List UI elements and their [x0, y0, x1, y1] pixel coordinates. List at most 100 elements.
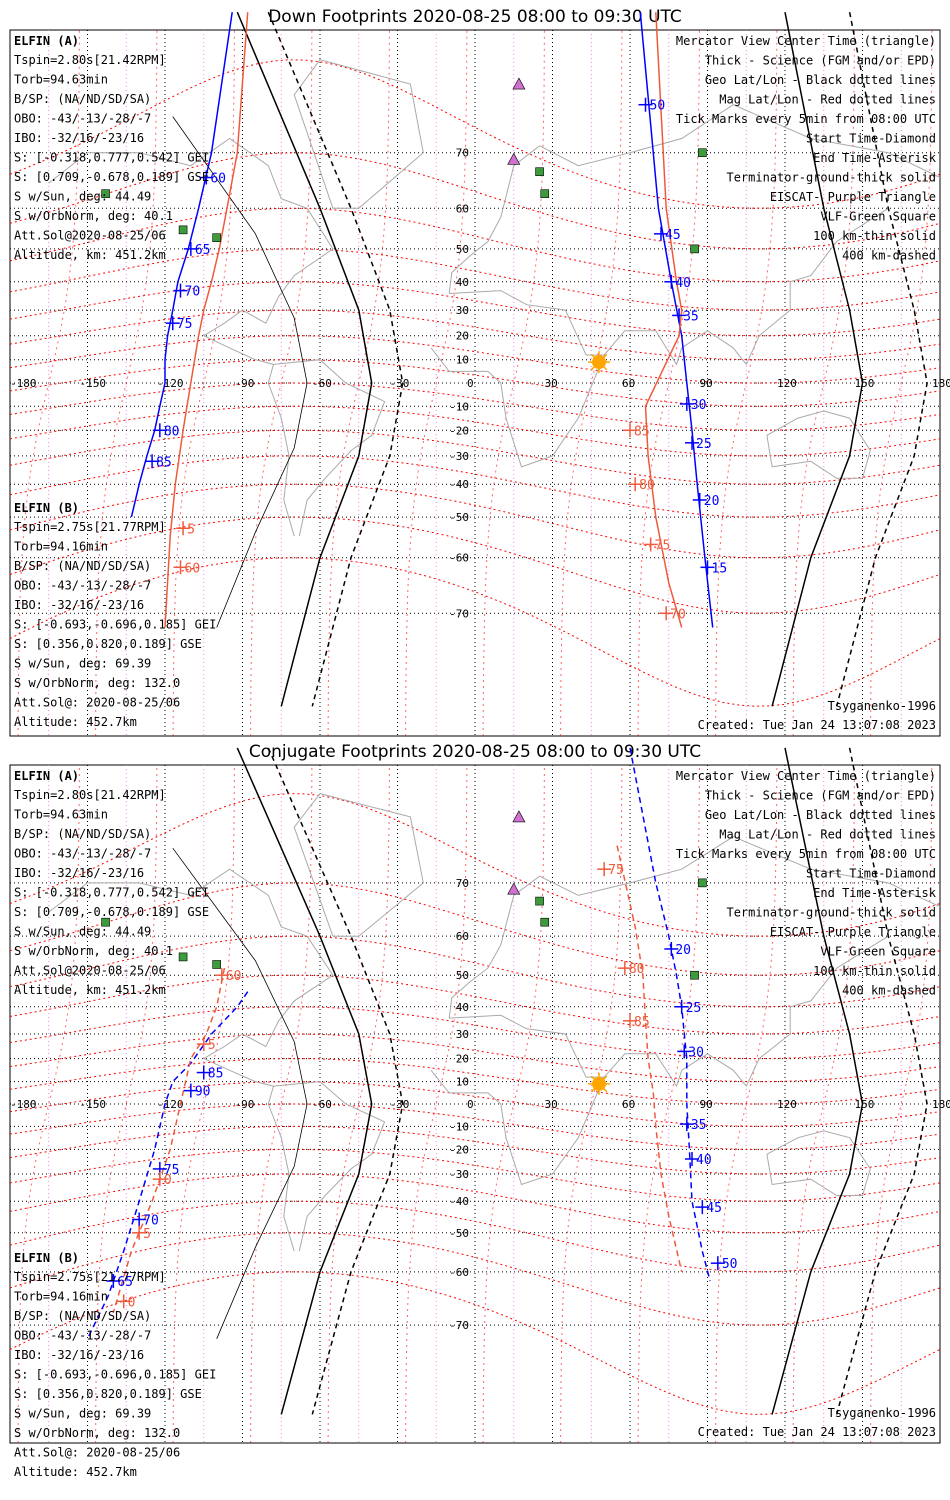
eiscat-triangle: [507, 882, 521, 895]
mag-lat-line: [9, 793, 941, 937]
elfin-a-info-line: Torb=94.63min: [14, 808, 108, 822]
elfin-a-info-line: S: [0.709,-0.678,0.189] GSE: [14, 170, 209, 184]
legend-line: Terminator-ground-thick solid: [726, 171, 936, 185]
legend-line: Tick Marks every 5min from 08:00 UTC: [676, 847, 936, 861]
mag-lat-line: [9, 1200, 941, 1273]
lon-tick-label: 30: [545, 1098, 558, 1111]
elfin-b-tick-label: 60: [226, 969, 242, 984]
elfin-b-tick-label: 85: [634, 424, 650, 439]
terminator-400km: [835, 12, 928, 707]
coastline: [273, 359, 386, 537]
eiscat-triangle: [512, 810, 526, 823]
legend-line: Mag Lat/Lon - Red dotted lines: [719, 93, 936, 107]
lon-tick-label: 0: [467, 377, 474, 390]
legend-line: Mercator View Center Time (triangle): [676, 34, 936, 48]
mag-lon-line: [172, 29, 235, 737]
lat-tick-label: -10: [449, 1120, 469, 1133]
mag-lon-line: [792, 764, 855, 1444]
lat-tick-label: -50: [449, 1227, 469, 1240]
lat-tick-label: -60: [449, 1266, 469, 1279]
elfin-a-label: ELFIN (A): [14, 769, 79, 783]
mag-lon-line: [715, 29, 778, 737]
lon-tick-label: -90: [235, 377, 255, 390]
mag-lon-line: [482, 29, 545, 737]
mag-lon-line: [715, 764, 778, 1444]
lon-tick-label: 150: [855, 1098, 875, 1111]
elfin-b-info-line: Altitude: 452.7km: [14, 715, 137, 729]
mag-lat-line: [9, 309, 941, 361]
vlf-square: [212, 960, 221, 969]
elfin-b-label: ELFIN (B): [14, 1251, 79, 1265]
elfin-a-tick-label: 90: [195, 1085, 211, 1100]
elfin-a-tick-label: 65: [117, 1275, 133, 1290]
elfin-b-info-line: Tspin=2.75s[21.77RPM]: [14, 520, 166, 534]
elfin-a-track: [130, 12, 233, 518]
lat-tick-label: -40: [449, 478, 469, 491]
lon-tick-label: 90: [700, 377, 713, 390]
elfin-b-tick-label: 5: [143, 1227, 151, 1242]
mag-lat-line: [9, 152, 941, 250]
lon-tick-label: 60: [622, 377, 635, 390]
mag-lat-line: [9, 405, 941, 457]
legend-line: VLF-Green Square: [820, 945, 936, 959]
lat-tick-label: 50: [456, 243, 469, 256]
legend-line: Thick - Science (FGM and/or EPD): [705, 789, 936, 803]
lat-tick-label: 10: [456, 354, 469, 367]
coastline: [430, 1014, 605, 1186]
terminator-ground: [236, 747, 373, 1415]
mag-lon-line: [250, 764, 313, 1444]
mag-lon-line: [560, 29, 623, 737]
mag-lat-line: [9, 1271, 941, 1415]
mag-lat-line: [9, 429, 941, 485]
lat-tick-label: 20: [456, 330, 469, 343]
mag-lat-line: [9, 248, 941, 311]
terminator-400km: [267, 747, 404, 1415]
created-label: Created: Tue Jan 24 13:07:08 2023: [698, 1425, 936, 1439]
mag-lat-line: [9, 974, 941, 1035]
lat-tick-label: 70: [456, 147, 469, 160]
elfin-b-tick-label: 60: [185, 561, 201, 576]
mag-lat-line: [9, 1232, 941, 1326]
legend-line: 100 km-thin solid: [813, 229, 936, 243]
lat-tick-label: -70: [449, 607, 469, 620]
mag-lon-line: [95, 764, 158, 1444]
lon-tick-label: 180: [932, 377, 950, 390]
elfin-a-tick-label: 30: [691, 398, 707, 413]
vlf-square: [540, 917, 550, 927]
mag-lat-line: [9, 1058, 941, 1105]
vlf-square: [178, 952, 188, 962]
elfin-a-tick-label: 50: [650, 99, 666, 114]
elfin-b-info-line: S: [0.356,0.820,0.189] GSE: [14, 637, 202, 651]
lat-tick-label: 70: [456, 877, 469, 890]
vlf-square: [690, 244, 699, 254]
lon-tick-label: 180: [932, 1098, 950, 1111]
vlf-square: [698, 878, 707, 888]
elfin-a-tick-label: 45: [706, 1201, 722, 1216]
mag-lat-line: [9, 882, 941, 976]
lon-tick-label: -180: [10, 1098, 37, 1111]
elfin-a-track: [86, 991, 249, 1340]
legend-line: 400 km-dashed: [842, 984, 936, 998]
mag-lat-line: [9, 1033, 941, 1083]
sun-icon: [592, 355, 606, 370]
elfin-b-info-line: S w/Sun, deg: 69.39: [14, 657, 151, 671]
lat-tick-label: -30: [449, 450, 469, 463]
coastline: [448, 836, 941, 1019]
mag-lat-line: [9, 1103, 941, 1150]
lat-tick-label: 60: [456, 930, 469, 943]
mag-lat-line: [9, 382, 941, 431]
lat-tick-label: 30: [456, 304, 469, 317]
sun-icon: [592, 1076, 606, 1091]
created-label: Created: Tue Jan 24 13:07:08 2023: [698, 718, 936, 732]
mag-lon-line: [637, 29, 700, 737]
mag-lon-line: [405, 764, 468, 1444]
legend-line: Geo Lat/Lon - Black dotted lines: [705, 73, 936, 87]
elfin-a-track: [639, 12, 714, 628]
lon-tick-label: 0: [467, 1098, 474, 1111]
coastline: [766, 410, 871, 479]
lat-tick-label: -50: [449, 511, 469, 524]
elfin-b-info-line: Altitude: 452.7km: [14, 1465, 137, 1479]
elfin-b-tick-label: 70: [670, 607, 686, 622]
elfin-a-info-line: S w/Sun, deg: 44.49: [14, 190, 151, 204]
elfin-a-info-line: S: [0.709,-0.678,0.189] GSE: [14, 905, 209, 919]
